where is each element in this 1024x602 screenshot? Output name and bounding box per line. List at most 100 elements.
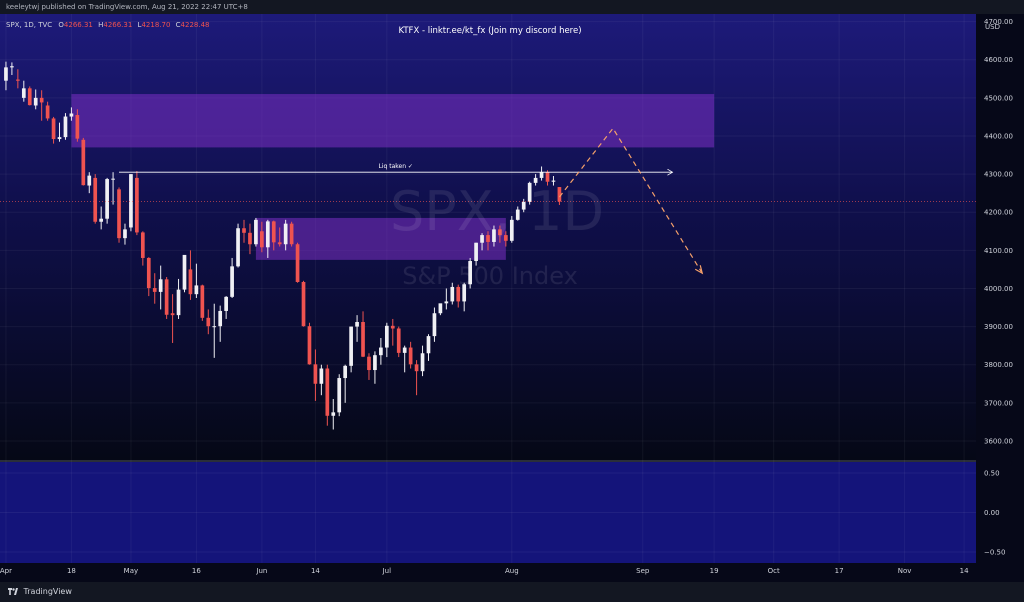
supply-demand-zone — [71, 94, 715, 148]
ktfx-banner: KTFX - linktr.ee/kt_fx (Join my discord … — [398, 26, 581, 36]
ohlc-open: O4266.31 — [58, 21, 93, 29]
candle-body — [515, 209, 520, 220]
candle-body — [4, 67, 8, 81]
x-tick-label: May — [124, 567, 138, 575]
x-tick-label: 19 — [710, 567, 719, 575]
candle-body — [152, 288, 157, 292]
candle-body — [164, 279, 169, 315]
projection-arrowhead — [694, 265, 704, 275]
oscillator-tick-label: −0.50 — [984, 548, 1005, 556]
x-tick-label: 16 — [192, 567, 201, 575]
publish-info-bar: keeleytwj published on TradingView.com, … — [0, 0, 1024, 14]
candle-body — [123, 229, 127, 239]
watermark-name: S&P 500 Index — [402, 262, 578, 290]
publish-info: keeleytwj published on TradingView.com, … — [6, 3, 248, 11]
candle-body — [212, 326, 217, 328]
y-tick-label: 3600.00 — [984, 437, 1013, 445]
candle-body — [93, 177, 98, 222]
y-tick-label: 4300.00 — [984, 171, 1013, 179]
candle-body — [188, 269, 193, 295]
oscillator-pane-background — [0, 462, 976, 563]
candle-body — [99, 218, 104, 222]
candle-body — [462, 284, 467, 302]
candle-body — [557, 187, 562, 202]
candle-body — [230, 266, 234, 297]
candle-body — [265, 221, 270, 248]
candle-body — [432, 313, 437, 337]
tradingview-brand[interactable]: TradingView — [23, 587, 72, 596]
candle-body — [206, 317, 211, 327]
candle-body — [87, 175, 92, 186]
y-tick-label: 4700.00 — [984, 18, 1013, 26]
candle-body — [218, 310, 223, 327]
candle-body — [254, 219, 258, 245]
currency-label: USD — [985, 23, 1000, 31]
y-tick-label: 4000.00 — [984, 285, 1013, 293]
price-axis-background — [976, 14, 1024, 563]
oscillator-tick-label: 0.50 — [984, 470, 1000, 478]
candle-body — [135, 177, 139, 233]
y-tick-label: 4600.00 — [984, 56, 1013, 64]
candle-body — [509, 219, 514, 241]
liquidity-label: Liq taken ✓ — [379, 163, 413, 170]
candle-body — [242, 228, 246, 233]
footer-bar: TradingView — [0, 582, 1024, 602]
candle-body — [277, 242, 282, 245]
x-tick-label: 17 — [835, 567, 844, 575]
candle-body — [480, 235, 484, 243]
ohlc-low: L4218.70 — [137, 21, 171, 29]
symbol-label[interactable]: SPX, 1D, TVC — [6, 21, 53, 29]
watermark-symbol: SPX, 1D — [390, 180, 604, 243]
ohlc-high: H4266.31 — [98, 21, 133, 29]
candle-body — [75, 115, 80, 139]
candle-body — [373, 355, 377, 371]
candle-body — [313, 364, 318, 384]
candle-body — [236, 228, 240, 267]
candle-body — [498, 229, 502, 236]
candle-body — [545, 172, 550, 182]
candle-body — [111, 178, 115, 180]
candle-body — [349, 326, 353, 366]
candle-body — [129, 174, 133, 228]
candle-body — [533, 177, 538, 183]
candle-body — [384, 325, 389, 348]
y-tick-label: 4200.00 — [984, 209, 1013, 217]
candle-body — [33, 97, 38, 106]
candle-body — [379, 347, 383, 356]
candle-body — [521, 201, 526, 210]
x-tick-label: Sep — [636, 567, 650, 575]
x-tick-label: Aug — [505, 567, 519, 575]
x-tick-label: Jun — [255, 567, 267, 575]
y-tick-label: 3900.00 — [984, 323, 1013, 331]
symbol-legend: SPX, 1D, TVC O4266.31 H4266.31 L4218.70 … — [6, 21, 209, 29]
candle-body — [307, 326, 312, 365]
candle-body — [10, 66, 14, 68]
candle-body — [539, 172, 544, 178]
candle-body — [396, 328, 401, 353]
candle-body — [283, 223, 288, 245]
candle-body — [474, 242, 478, 262]
candle-body — [486, 235, 490, 242]
candle-body — [271, 221, 276, 243]
candle-body — [194, 285, 199, 295]
candle-body — [408, 347, 413, 365]
candle-body — [224, 296, 228, 311]
candle-body — [402, 347, 407, 353]
candle-body — [63, 116, 68, 138]
candle-body — [57, 137, 62, 140]
candle-body — [301, 281, 306, 327]
candle-body — [551, 180, 556, 182]
candle-body — [361, 322, 365, 357]
x-tick-label: 14 — [960, 567, 969, 575]
ohlc-close: C4228.48 — [175, 21, 210, 29]
candle-body — [504, 235, 508, 241]
candle-body — [45, 105, 50, 119]
candle-body — [200, 285, 205, 318]
candle-body — [426, 336, 431, 354]
candle-body — [146, 257, 151, 289]
candle-body — [343, 365, 348, 379]
x-tick-label: Nov — [898, 567, 912, 575]
candle-body — [456, 286, 461, 302]
